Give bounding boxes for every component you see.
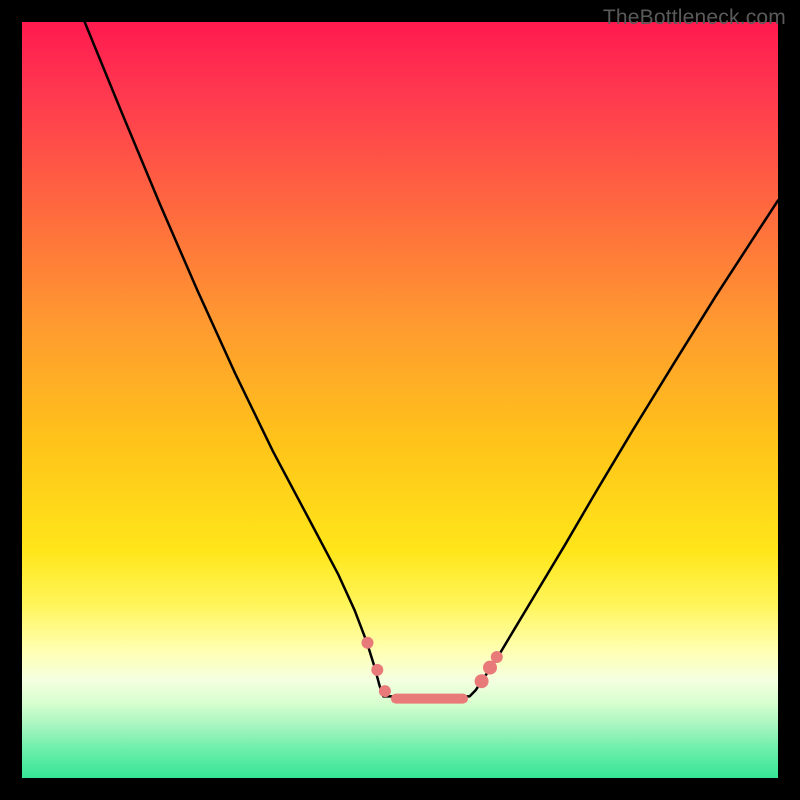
chart-frame: TheBottleneck.com (0, 0, 800, 800)
valley-marker-bar (391, 694, 468, 704)
chart-svg (22, 22, 778, 778)
curve-marker-dot (379, 685, 391, 697)
curve-marker-dot (371, 664, 383, 676)
curve-marker-dot (362, 637, 374, 649)
curve-marker-dot (483, 661, 497, 675)
watermark-text: TheBottleneck.com (603, 6, 786, 30)
plot-area (22, 22, 778, 778)
curve-marker-dot (491, 651, 503, 663)
gradient-background (22, 22, 778, 778)
curve-marker-dot (475, 674, 489, 688)
